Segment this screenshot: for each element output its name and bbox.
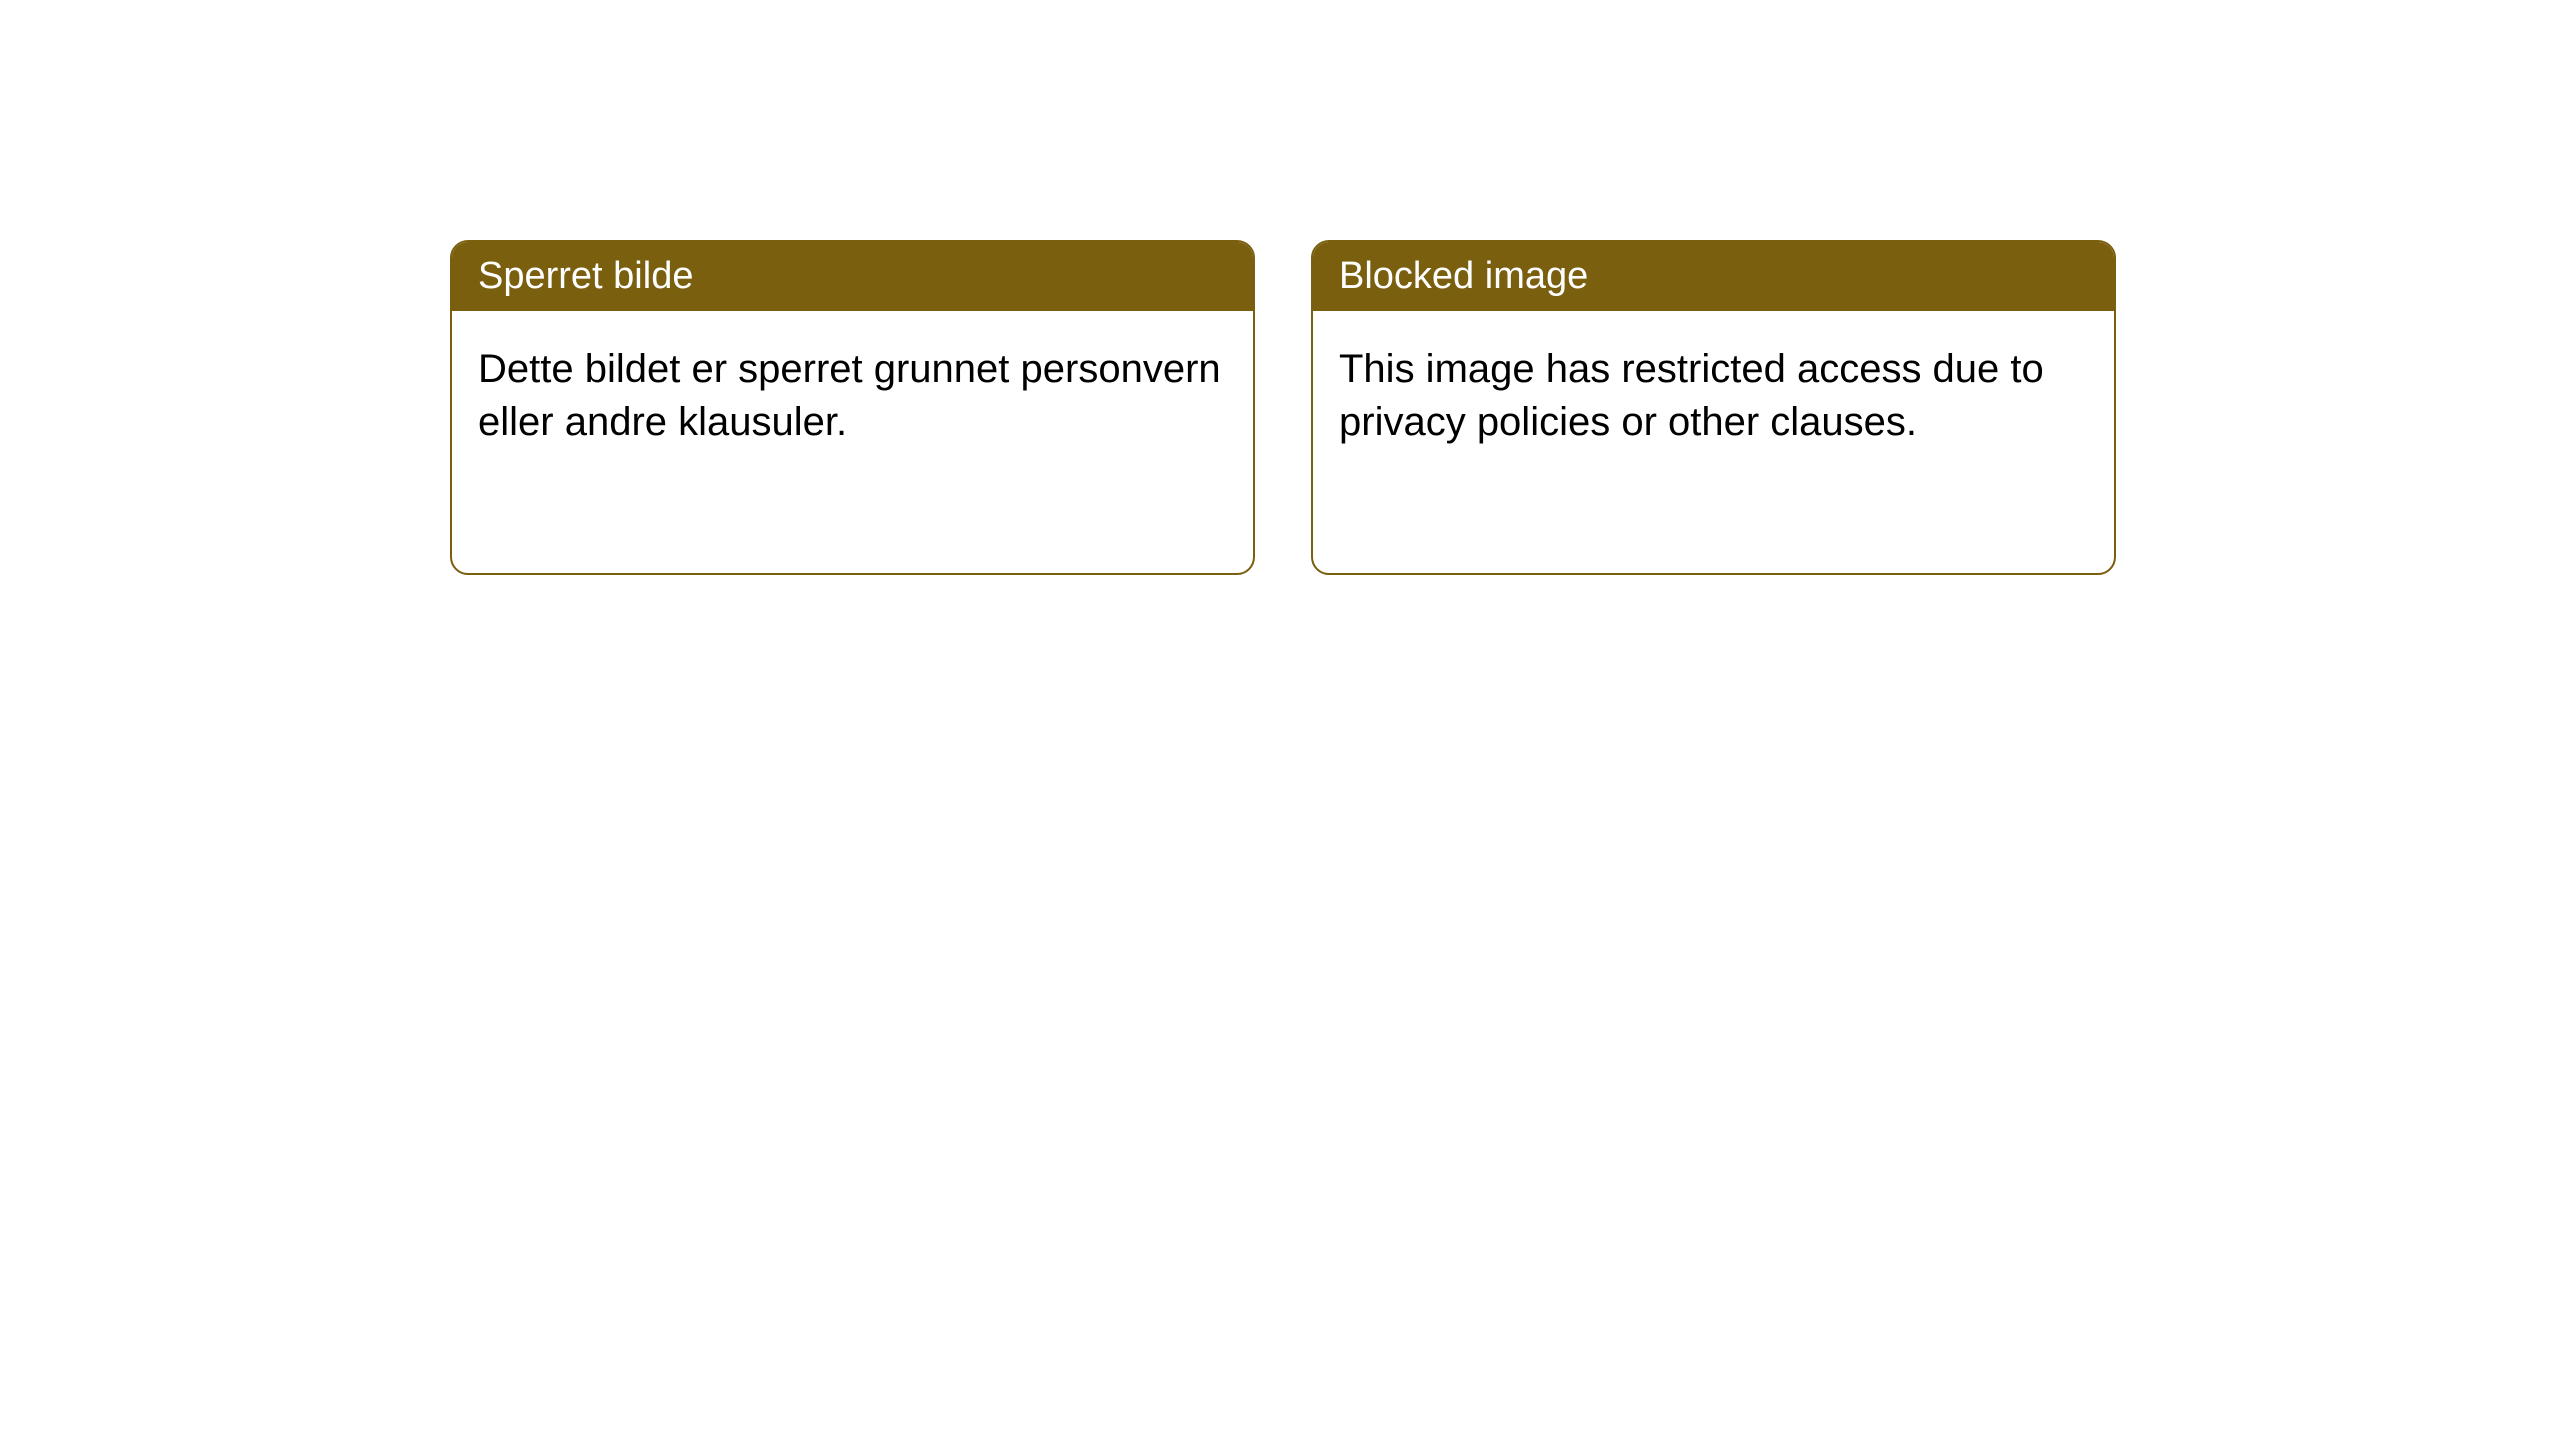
notice-container: Sperret bilde Dette bildet er sperret gr…	[0, 0, 2560, 575]
notice-header: Sperret bilde	[452, 242, 1253, 311]
notice-box-norwegian: Sperret bilde Dette bildet er sperret gr…	[450, 240, 1255, 575]
notice-body: Dette bildet er sperret grunnet personve…	[452, 311, 1253, 481]
notice-header: Blocked image	[1313, 242, 2114, 311]
notice-box-english: Blocked image This image has restricted …	[1311, 240, 2116, 575]
notice-body: This image has restricted access due to …	[1313, 311, 2114, 481]
